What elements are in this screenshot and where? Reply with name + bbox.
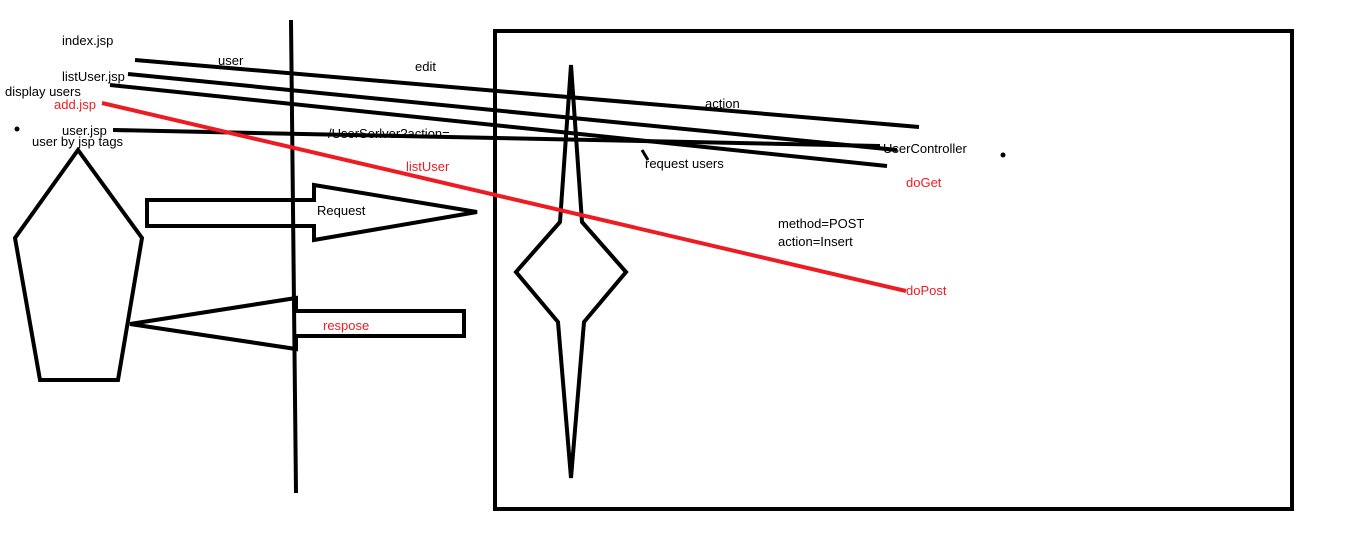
user-controller-label: UserController — [883, 141, 967, 156]
request-arrow — [145, 182, 478, 243]
client-server-divider — [289, 19, 298, 494]
user-jsp-label: user.jsp — [62, 123, 107, 138]
user-label: user — [218, 53, 244, 68]
edit-line — [127, 72, 898, 152]
server-star — [513, 64, 629, 479]
list-user-jsp-label: listUser.jsp — [62, 69, 125, 84]
request-users-tick — [640, 149, 650, 161]
method-post-label: method=POST — [778, 216, 865, 231]
display-users-label: display users — [5, 84, 81, 99]
user-by-jsp-tags-label: user by jsp tags — [32, 134, 124, 149]
response-arrow — [129, 295, 466, 352]
request-users-label: request users — [645, 156, 724, 171]
action-label: action — [705, 96, 740, 111]
list-user-line — [109, 83, 888, 168]
index-jsp-label: index.jsp — [62, 33, 114, 48]
dot-left — [14, 126, 20, 132]
do-get-label: doGet — [906, 175, 942, 190]
servlet-url-line — [112, 128, 881, 148]
request-label: Request — [317, 203, 366, 218]
server-box — [493, 29, 1294, 511]
user-line — [134, 58, 920, 129]
edit-label: edit — [415, 59, 436, 74]
do-post-label: doPost — [906, 283, 947, 298]
action-insert-label: action=Insert — [778, 234, 853, 249]
servlet-url-label: /UserSerlver?action= — [328, 126, 450, 141]
dot-right — [1000, 152, 1006, 158]
list-user-label: listUser — [406, 159, 450, 174]
client-pentagon — [12, 146, 145, 382]
add-jsp-label: add.jsp — [54, 97, 96, 112]
add-jsp-line — [101, 101, 907, 293]
respose-label: respose — [323, 318, 370, 333]
